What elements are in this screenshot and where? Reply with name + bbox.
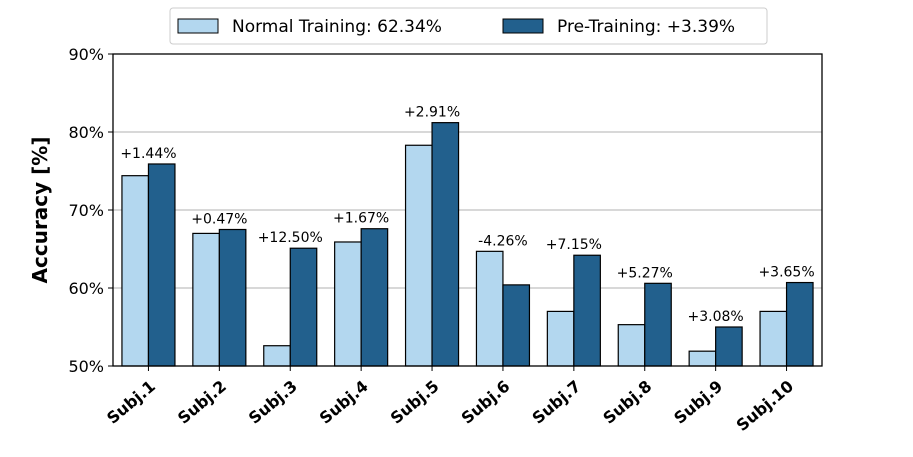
x-tick-label: Subj.7 [528, 377, 584, 428]
bar-normal-subj-3 [263, 345, 291, 367]
x-axis-ticks: Subj.1 Subj.2 Subj.3 Subj.4 Subj.5 Subj.6 Subj… [103, 366, 797, 435]
delta-annotation: +1.44% [120, 146, 176, 162]
x-tick-label: Subj.2 [174, 377, 230, 428]
bar-pretrain-subj-2 [218, 228, 247, 367]
y-axis-ticks: 50% 60% 70% 80% 90% [68, 45, 113, 376]
delta-annotation: +2.91% [404, 105, 460, 121]
delta-annotation: -4.26% [478, 233, 528, 249]
delta-annotation: +3.65% [758, 265, 814, 281]
bar-pretrain-subj-8 [644, 282, 672, 367]
bar-pretrain-subj-7 [573, 254, 601, 367]
bar-pretrain-subj-10 [785, 281, 814, 367]
bar-normal-subj-8 [617, 324, 646, 367]
legend-swatch-pre-training [502, 18, 544, 34]
y-tick-label: 80% [68, 123, 104, 142]
bar-annotations: +1.44% +0.47% +12.50% +1.67% +2.91% -4.26% +7.… [120, 105, 814, 325]
bar-normal-subj-6 [475, 250, 504, 367]
delta-annotation: +7.15% [546, 237, 602, 253]
x-tick-label: Subj.1 [103, 377, 159, 428]
x-tick-label: Subj.10 [733, 377, 797, 435]
bar-pretrain-subj-9 [715, 326, 743, 367]
bar-normal-subj-4 [334, 241, 362, 367]
y-tick-label: 70% [68, 201, 104, 220]
bar-pretrain-subj-3 [289, 247, 318, 367]
bar-normal-subj-2 [192, 232, 220, 367]
x-tick-label: Subj.4 [316, 377, 372, 428]
bar-pretrain-subj-5 [431, 122, 460, 367]
delta-annotation: +12.50% [258, 230, 323, 246]
x-tick-label: Subj.5 [387, 377, 443, 428]
bar-normal-subj-1 [121, 175, 150, 367]
y-axis-label: Accuracy [%] [28, 137, 52, 284]
x-tick-label: Subj.8 [599, 377, 655, 428]
bar-normal-subj-9 [688, 350, 717, 367]
legend: Normal Training: 62.34% Pre-Training: +3… [169, 7, 768, 45]
x-tick-label: Subj.9 [670, 377, 726, 428]
delta-annotation: +3.08% [688, 309, 744, 325]
y-tick-label: 60% [68, 279, 104, 298]
legend-box [169, 7, 768, 45]
y-tick-label: 90% [68, 45, 104, 64]
delta-annotation: +0.47% [191, 212, 247, 228]
legend-swatch-normal-training [177, 18, 219, 34]
legend-label-normal-training: Normal Training: 62.34% [232, 17, 442, 37]
bars [121, 122, 814, 367]
y-tick-label: 50% [68, 357, 104, 376]
delta-annotation: +5.27% [617, 265, 673, 281]
bar-normal-subj-5 [404, 144, 433, 367]
x-tick-label: Subj.3 [245, 377, 301, 428]
delta-annotation: +1.67% [333, 211, 389, 227]
bar-pretrain-subj-4 [360, 228, 389, 367]
legend-label-pre-training: Pre-Training: +3.39% [557, 17, 735, 37]
bar-normal-subj-7 [546, 310, 575, 367]
bar-pretrain-subj-6 [502, 284, 531, 367]
x-tick-label: Subj.6 [458, 377, 514, 428]
bar-pretrain-subj-1 [147, 163, 176, 367]
bar-normal-subj-10 [759, 310, 788, 367]
